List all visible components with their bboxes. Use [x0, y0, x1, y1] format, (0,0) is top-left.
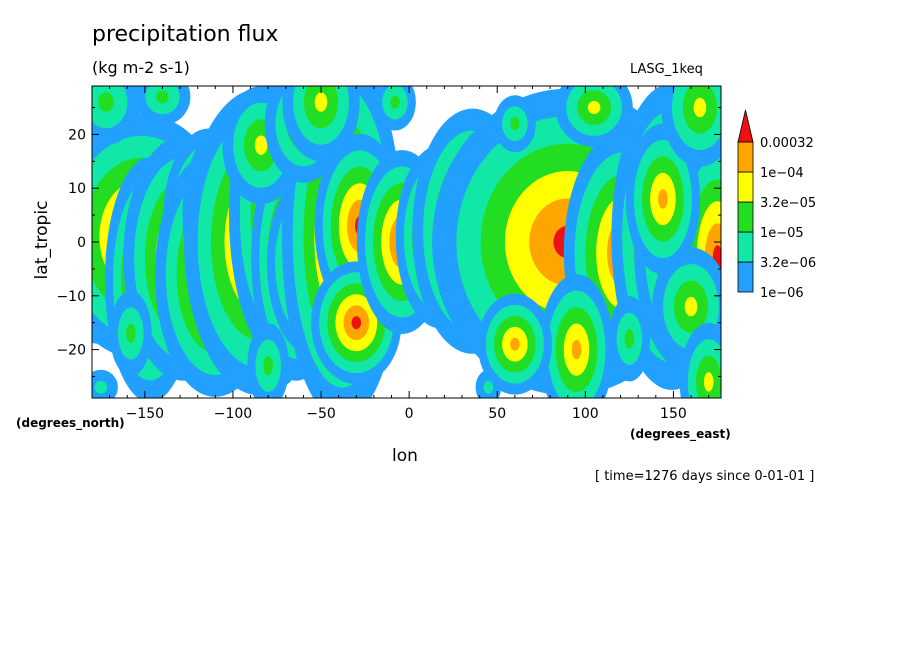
feature-14-level-5	[351, 316, 362, 330]
feature-38-level-2	[263, 356, 274, 376]
colorbar-label: 1e−04	[760, 166, 804, 181]
feature-43-level-1	[483, 380, 494, 394]
feature-35-level-2	[98, 92, 114, 112]
y-tick-label: 0	[77, 235, 86, 251]
colorbar-swatch-3	[737, 171, 754, 203]
feature-36-level-2	[156, 90, 169, 104]
feature-30-level-3	[314, 92, 328, 112]
colorbar-label: 1e−05	[760, 226, 804, 241]
time-note: [ time=1276 days since 0-01-01 ]	[595, 469, 815, 484]
colorbar-swatch-0	[737, 261, 754, 293]
y-tick-label: −10	[56, 289, 86, 305]
field-contours	[92, 86, 721, 398]
x-tick-label: 0	[405, 406, 414, 422]
x-tick-label: −150	[126, 406, 164, 422]
chart-units: (kg m-2 s-1)	[92, 58, 190, 77]
x-tick-label: 100	[572, 406, 599, 422]
feature-26-level-4	[571, 339, 582, 360]
feature-37-level-2	[126, 323, 136, 344]
feature-39-level-2	[390, 95, 400, 109]
x-axis: −150 −100 −50 0 50 100 150	[109, 86, 710, 422]
y-tick-label: 10	[68, 181, 86, 197]
colorbar-swatch-4	[737, 141, 754, 173]
x-units-label: (degrees_east)	[630, 427, 731, 441]
dataset-label: LASG_1keq	[630, 62, 703, 77]
feature-42-level-1	[94, 380, 108, 394]
y-tick-label: −20	[56, 343, 86, 359]
feature-34-level-3	[703, 372, 714, 392]
x-tick-label: 150	[660, 406, 687, 422]
feature-25-level-4	[658, 189, 668, 209]
feature-33-level-3	[684, 296, 698, 317]
feature-32-level-3	[587, 101, 601, 114]
chart-title: precipitation flux	[92, 22, 279, 47]
y-units-label: (degrees_north)	[16, 416, 125, 430]
colorbar-label: 1e−06	[760, 286, 804, 301]
colorbar-label: 0.00032	[760, 136, 814, 151]
x-axis-label: lon	[392, 446, 418, 466]
colorbar-swatch-1	[737, 231, 754, 263]
colorbar-label: 3.2e−06	[760, 256, 816, 271]
x-tick-label: −100	[214, 406, 252, 422]
colorbar-arrow	[737, 109, 754, 143]
feature-40-level-2	[510, 117, 520, 131]
colorbar: 0.00032 1e−04 3.2e−05 1e−05 3.2e−06 1e−06	[737, 109, 816, 301]
x-tick-label: 50	[488, 406, 506, 422]
feature-27-level-4	[510, 337, 520, 351]
feature-41-level-2	[624, 329, 635, 349]
y-tick-label: 20	[68, 127, 86, 143]
feature-28-level-3	[254, 135, 268, 155]
colorbar-swatch-2	[737, 201, 754, 233]
feature-31-level-3	[693, 97, 707, 118]
y-axis: −20 −10 0 10 20	[56, 107, 721, 377]
x-tick-label: −50	[306, 406, 336, 422]
colorbar-label: 3.2e−05	[760, 196, 816, 211]
